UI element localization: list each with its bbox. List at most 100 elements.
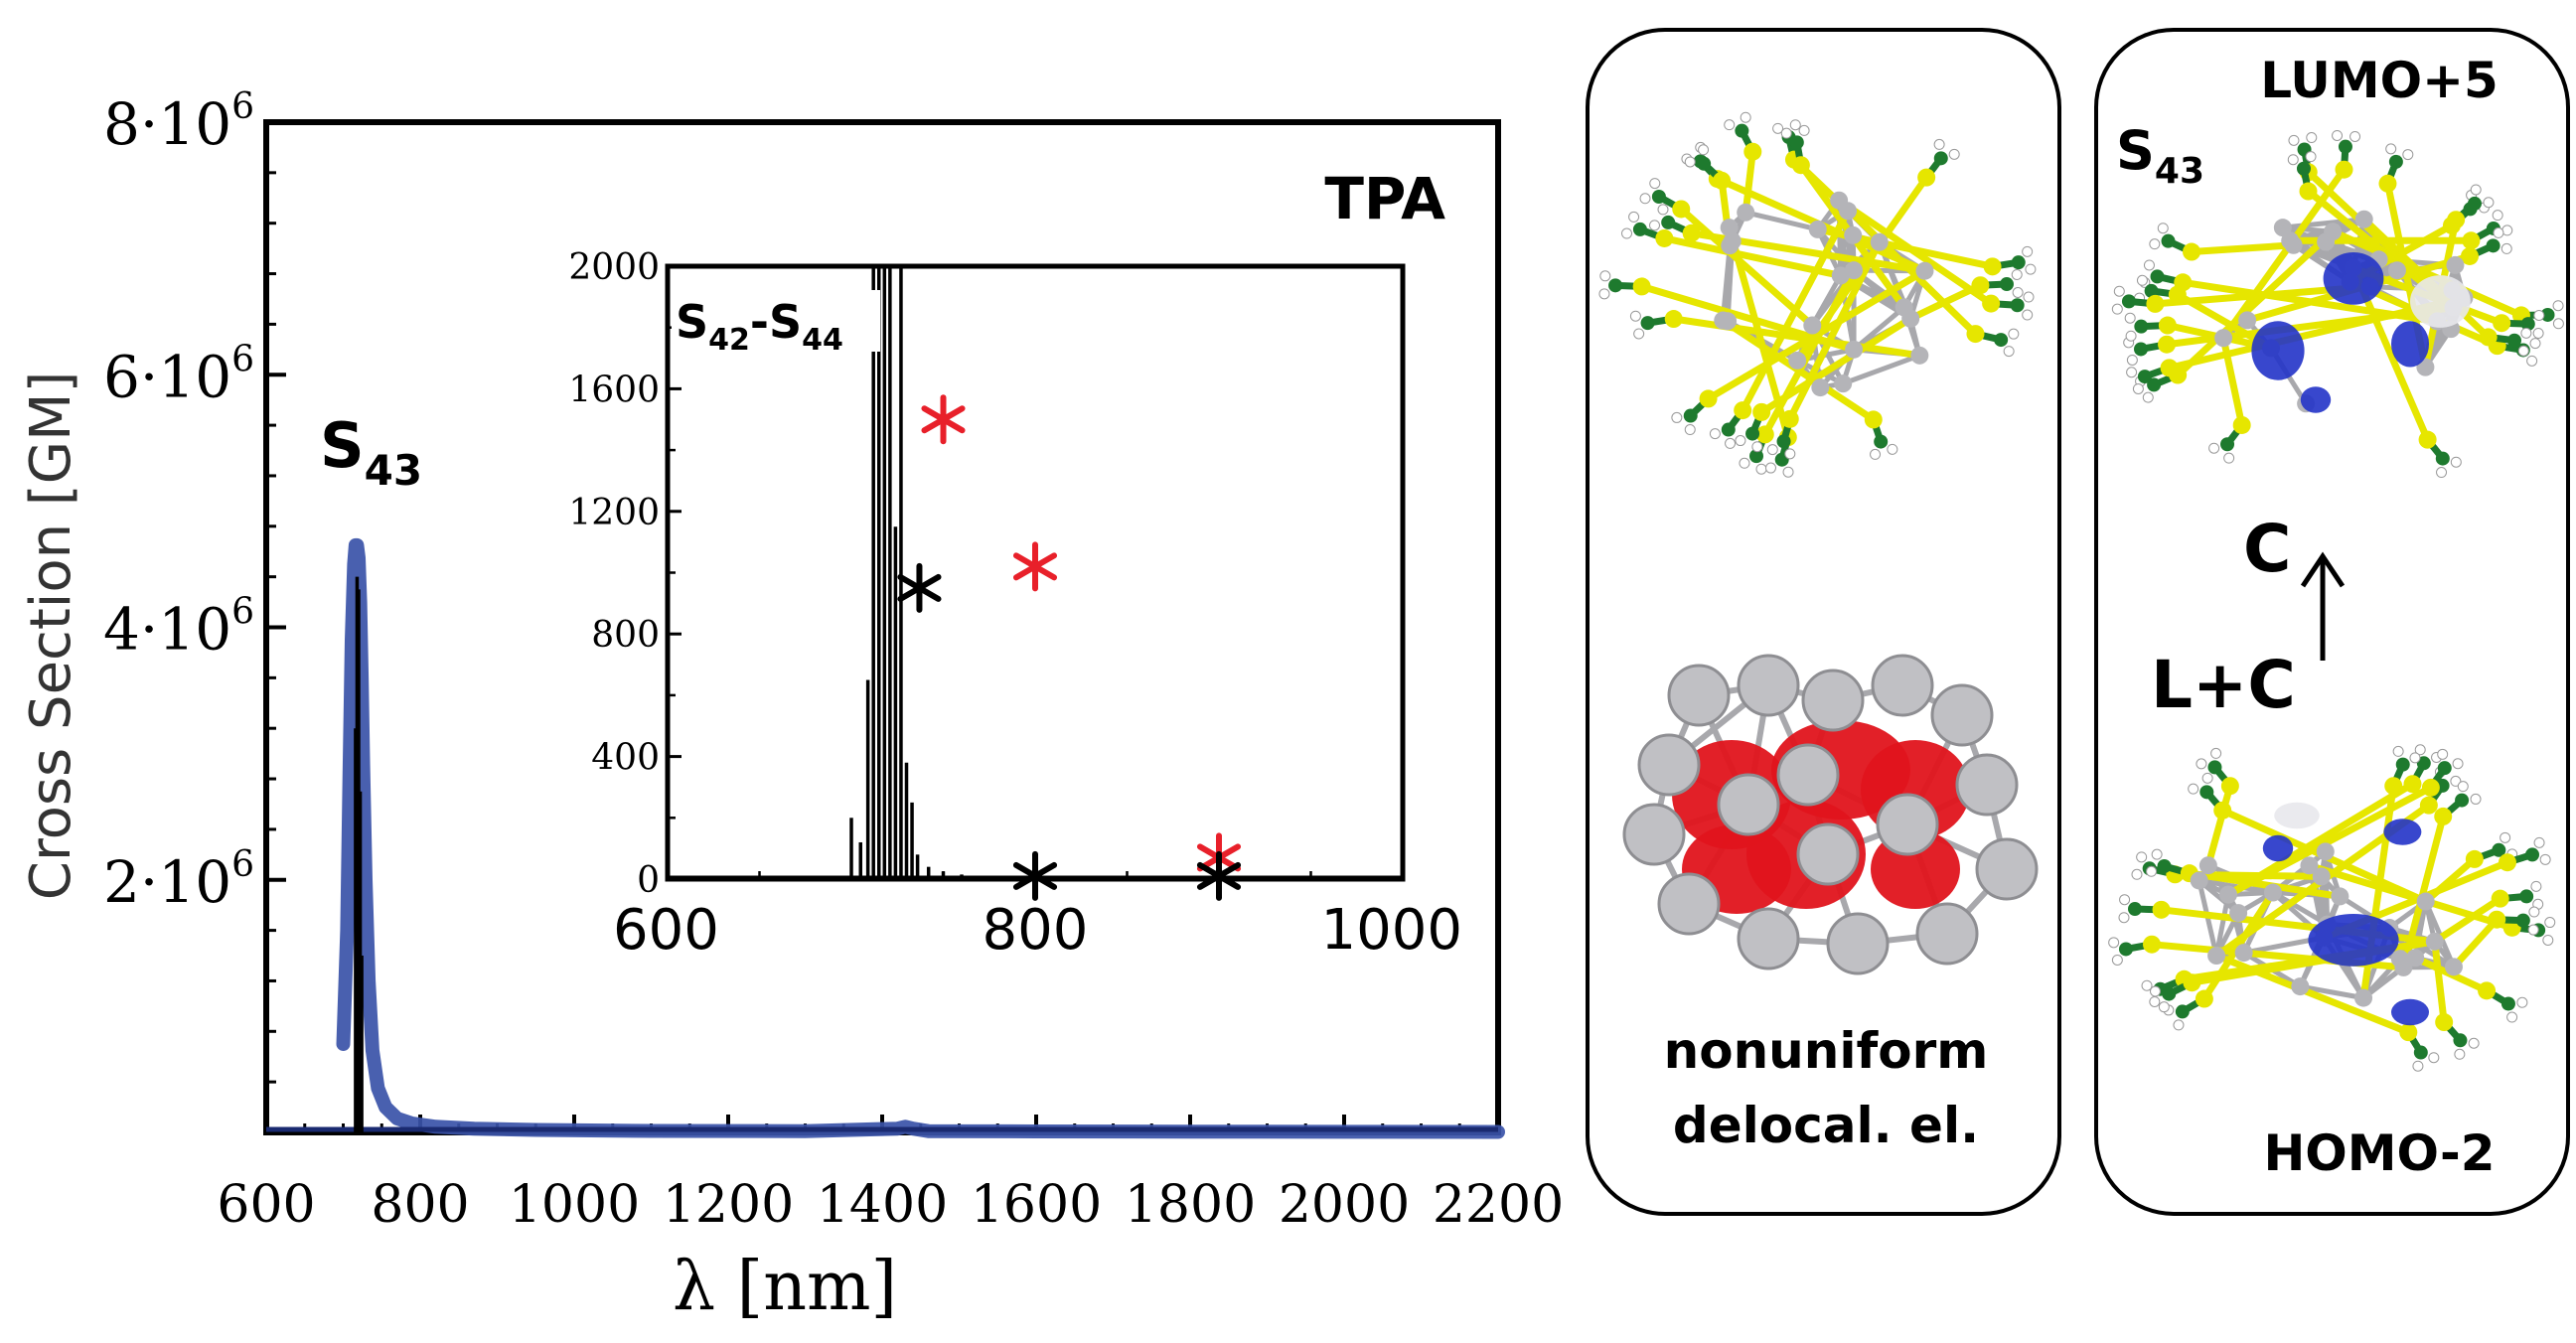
main-y-tick-label: 8·106	[103, 86, 254, 158]
main-x-tick-label: 600	[217, 1175, 315, 1235]
hydrogen-atom	[1739, 457, 1750, 469]
carbon-atom	[2118, 942, 2133, 957]
main-x-tick-label: 1200	[663, 1175, 794, 1235]
metal-atom	[2190, 871, 2208, 890]
inset-y-tick-label: 1600	[568, 370, 660, 410]
carbon-atom	[1661, 215, 1676, 229]
carbon-atom	[2147, 377, 2162, 392]
sulfur-atom	[1755, 425, 1774, 444]
sulfur-atom	[2146, 294, 2165, 313]
density-atom	[1667, 664, 1731, 727]
inset-x-tick-label: 600	[613, 898, 719, 963]
red-star-marker	[921, 394, 966, 445]
inset-y-ticks: 0 400 800 1200 1600 2000	[568, 247, 682, 901]
hydrogen-atom	[2132, 382, 2144, 394]
carbon-atom	[2296, 161, 2311, 176]
density-atom	[1915, 902, 1979, 966]
sulfur-atom	[2399, 1023, 2418, 1042]
orbital-lobe	[2391, 998, 2429, 1026]
hydrogen-atom	[1764, 462, 1776, 474]
sulfur-bond	[1836, 198, 1978, 337]
carbon-atom	[1632, 222, 1647, 236]
carbon-atom	[1999, 277, 2014, 292]
orbital-panel-frame	[2094, 28, 2570, 1216]
main-x-tick-label: 2000	[1279, 1175, 1410, 1235]
hydrogen-atom	[2533, 836, 2545, 848]
sulfur-atom	[2462, 231, 2481, 250]
carbon-atom	[2388, 154, 2403, 169]
hydrogen-atom	[2437, 748, 2449, 760]
hydrogen-atom	[2131, 868, 2143, 880]
sulfur-bond	[2331, 227, 2523, 319]
hydrogen-atom	[1735, 435, 1746, 447]
hydrogen-atom	[2412, 1060, 2424, 1072]
carbon-atom	[1749, 449, 1764, 464]
density-atom	[1737, 907, 1800, 970]
metal-atom	[2416, 892, 2435, 911]
carbon-atom	[2413, 1045, 2428, 1060]
hydrogen-atom	[2011, 268, 2023, 280]
carbon-atom	[2453, 1033, 2468, 1048]
sulfur-atom	[2403, 775, 2422, 794]
metal-atom	[2263, 883, 2282, 902]
metal-bond	[1815, 227, 1856, 272]
main-y-tick-label: 2·106	[103, 844, 254, 916]
main-y-tick-label: 6·106	[103, 339, 254, 410]
metal-atom	[2273, 219, 2292, 237]
main-x-axis-label: λ [nm]	[673, 1248, 897, 1326]
orbital-lobe	[2391, 321, 2429, 368]
main-x-tick-label: 1800	[1125, 1175, 1256, 1235]
hydrogen-atom	[1628, 211, 1640, 223]
carbon-atom	[2540, 307, 2555, 322]
main-chart: 2·106 4·106 6·106 8·106 600 800 1000 1200 1400 1…	[19, 86, 1564, 1326]
hydrogen-atom	[2500, 831, 2511, 843]
sulfur-atom	[1983, 257, 2002, 276]
sulfur-atom	[1632, 277, 1651, 296]
carbon-atom	[1933, 151, 1948, 166]
sulfur-atom	[2378, 174, 2397, 193]
sulfur-atom	[2498, 853, 2516, 872]
hydrogen-atom	[2470, 793, 2482, 805]
metal-atom	[1845, 261, 1864, 280]
hydrogen-atom	[2520, 327, 2532, 339]
hydrogen-atom	[2111, 303, 2123, 315]
hydrogen-atom	[2506, 1011, 2518, 1023]
inset-chart: 0 400 800 1200 1600 2000 600 800 1000 S42-S44	[568, 247, 1462, 963]
hydrogen-atom	[2349, 130, 2361, 142]
sulfur-atom	[2434, 807, 2453, 825]
metal-atom	[2207, 947, 2226, 966]
metal-atom	[1719, 312, 1738, 331]
up-arrow-icon	[2300, 551, 2346, 661]
orbital-lobe	[2308, 914, 2399, 967]
density-atom	[1955, 753, 2019, 817]
carbon-atom	[2134, 319, 2149, 334]
inset-label-mask	[672, 290, 880, 352]
carbon-atom	[1776, 434, 1791, 449]
hydrogen-atom	[1740, 111, 1751, 123]
hydrogen-atom	[2111, 954, 2123, 966]
metal-atom	[1811, 378, 1830, 397]
hydrogen-atom	[2124, 312, 2136, 324]
sulfur-bond	[2175, 228, 2336, 378]
hydrogen-atom	[2136, 274, 2148, 286]
hydrogen-atom	[2022, 245, 2034, 257]
metal-atom	[1720, 219, 1739, 237]
hydrogen-atom	[2023, 291, 2035, 303]
metal-atom	[2312, 867, 2331, 886]
carbon-atom	[1683, 408, 1698, 423]
hydrogen-atom	[2158, 1001, 2170, 1013]
electron-density-image	[1622, 654, 2039, 975]
sulfur-atom	[2488, 910, 2506, 929]
hydrogen-atom	[2012, 286, 2024, 298]
metal-bond	[2299, 983, 2364, 1001]
hydrogen-atom	[1633, 328, 1645, 340]
hydrogen-atom	[1657, 204, 1669, 216]
state-label-sub: 43	[2155, 151, 2204, 192]
sulfur-atom	[1743, 142, 1762, 161]
inset-y-tick-label: 800	[591, 615, 660, 656]
sulfur-atom	[2232, 415, 2251, 434]
hydrogen-atom	[2149, 985, 2161, 997]
hydrogen-atom	[2141, 979, 2153, 991]
metal-atom	[2406, 949, 2425, 968]
carbon-atom	[2520, 317, 2535, 332]
